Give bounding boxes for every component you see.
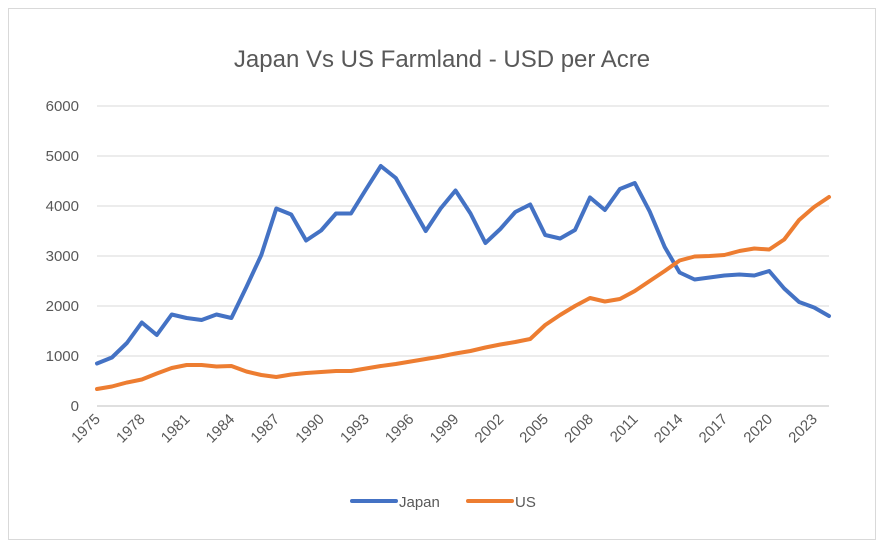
line-chart: Japan Vs US Farmland - USD per Acre 0 100…	[46, 46, 831, 511]
x-tick-label: 2020	[740, 411, 776, 447]
x-tick-label: 1987	[247, 411, 283, 447]
series-lines	[95, 164, 831, 391]
x-tick-label: 2017	[696, 411, 732, 447]
y-tick-label: 0	[71, 398, 79, 415]
y-tick-label: 4000	[46, 198, 79, 215]
y-tick-label: 6000	[46, 98, 79, 115]
gridlines	[97, 105, 829, 407]
x-tick-label: 1990	[292, 411, 328, 447]
x-tick-label: 2011	[607, 411, 642, 446]
legend-label-us: US	[515, 494, 536, 511]
x-tick-label: 2002	[472, 411, 508, 447]
legend: Japan US	[350, 494, 536, 511]
series-line-us	[95, 195, 831, 391]
y-tick-label: 1000	[46, 348, 79, 365]
series-line-japan	[95, 164, 831, 366]
y-tick-label: 2000	[46, 298, 79, 315]
x-tick-label: 1981	[158, 411, 194, 447]
x-axis-tick-labels: 1975 1978 1981 1984 1987 1990 1993 1996 1999 2002…	[68, 411, 821, 447]
x-tick-label: 1978	[113, 411, 149, 447]
x-tick-label: 1996	[382, 411, 418, 447]
y-tick-label: 3000	[46, 248, 79, 265]
chart-frame: Japan Vs US Farmland - USD per Acre 0 100…	[8, 8, 876, 540]
x-tick-label: 1984	[203, 411, 239, 447]
x-tick-label: 2014	[651, 411, 687, 447]
x-tick-label: 1999	[427, 411, 463, 447]
legend-label-japan: Japan	[399, 494, 440, 511]
x-tick-label: 1993	[337, 411, 373, 447]
x-tick-label: 1975	[68, 411, 104, 447]
x-tick-label: 2023	[785, 411, 821, 447]
y-tick-label: 5000	[46, 148, 79, 165]
x-tick-label: 2008	[561, 411, 597, 447]
chart-title: Japan Vs US Farmland - USD per Acre	[234, 46, 650, 73]
x-tick-label: 2005	[516, 411, 552, 447]
y-axis-tick-labels: 0 1000 2000 3000 4000 5000 6000	[46, 98, 79, 415]
